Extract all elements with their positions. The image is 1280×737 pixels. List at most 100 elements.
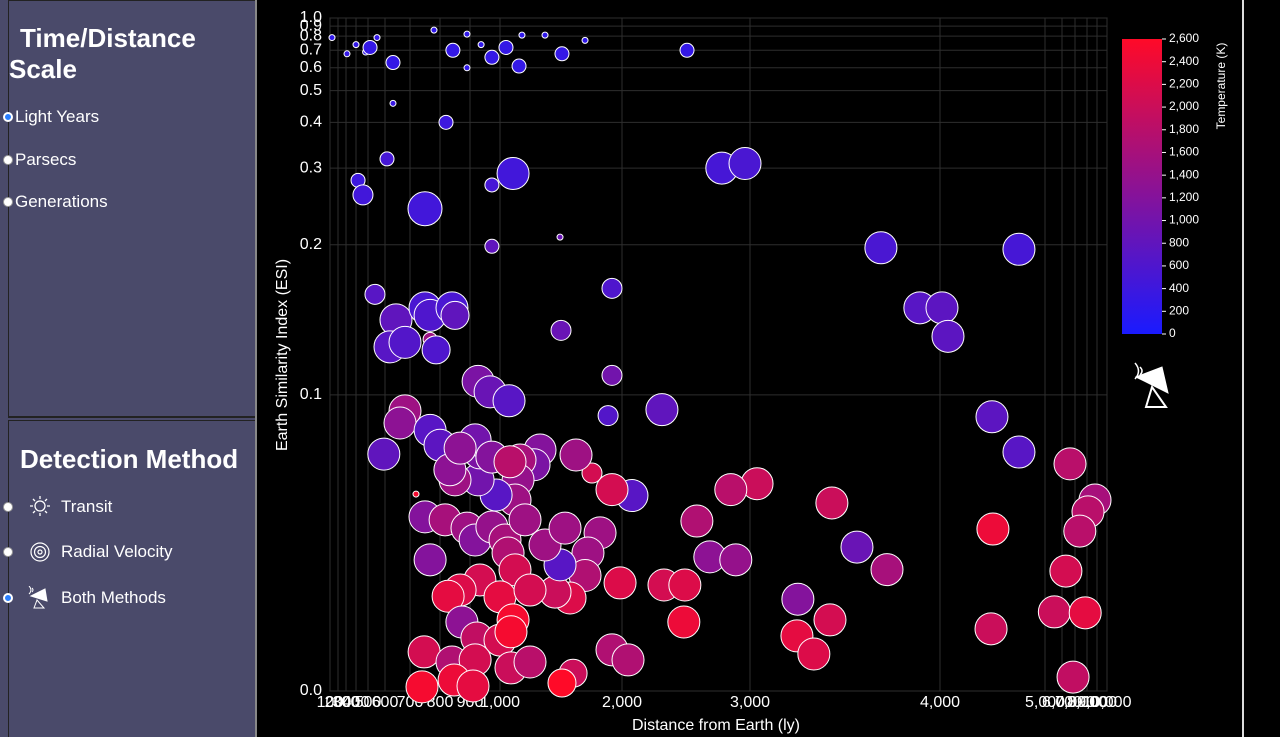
planet-point [475, 440, 509, 474]
planet-point [498, 483, 532, 517]
detection-option[interactable]: Radial Velocity [3, 540, 173, 564]
planet-point [554, 46, 570, 62]
planet-point [864, 231, 898, 265]
colorbar-tick-label: 800 [1169, 235, 1189, 249]
radio[interactable] [3, 112, 13, 122]
x-tick-label: 4,000 [920, 694, 960, 711]
option-label[interactable]: Radial Velocity [61, 542, 173, 561]
radio[interactable] [3, 547, 13, 557]
planet-point [407, 191, 443, 227]
planet-point [680, 504, 714, 538]
x-tick-label: 200 [325, 694, 352, 711]
scale-option[interactable]: Parsecs [3, 150, 76, 170]
planet-point [484, 177, 500, 193]
radio[interactable] [3, 593, 13, 603]
option-label[interactable]: Both Methods [61, 588, 166, 607]
planet-point [797, 637, 831, 671]
colorbar-tick-label: 1,000 [1169, 213, 1199, 227]
option-label[interactable]: Light Years [15, 107, 100, 126]
planet-point [479, 478, 513, 512]
planet-point [450, 511, 484, 545]
option-label[interactable]: Transit [61, 497, 113, 516]
scale-option[interactable]: Generations [3, 192, 108, 212]
planet-point [362, 48, 370, 56]
colorbar-tick-label: 2,600 [1169, 31, 1199, 45]
planet-point [491, 536, 525, 570]
planet-point [679, 42, 695, 58]
planet-point [647, 568, 681, 602]
detection-option[interactable]: Both Methods [3, 586, 166, 610]
x-tick-label: 800 [427, 694, 454, 711]
scale-panel: Time/Distance Scale Light Years Parsecs … [3, 0, 255, 418]
colorbar-tick-label: 400 [1169, 281, 1189, 295]
planet-point [581, 462, 603, 484]
planet-point [781, 582, 815, 616]
planet-point [405, 670, 439, 704]
planet-point [458, 643, 492, 677]
planet-point [601, 364, 623, 386]
planet-point [728, 147, 762, 181]
planet-point [1063, 514, 1097, 548]
planet-point [498, 39, 514, 55]
y-tick-label: 0.8 [300, 27, 322, 44]
planet-point [435, 645, 469, 679]
planet-point [362, 39, 378, 55]
x-tick-label: 100 [317, 694, 344, 711]
x-axis-label: Distance from Earth (ly) [632, 717, 800, 734]
option-label[interactable]: Generations [15, 192, 108, 211]
radio[interactable] [3, 197, 13, 207]
colorbar-label: Temperature (K) [1214, 43, 1228, 130]
y-tick-label: 0.4 [300, 114, 322, 131]
planet-point [352, 184, 374, 206]
planet-point [925, 291, 959, 325]
colorbar-tick-label: 1,400 [1169, 167, 1199, 181]
x-tick-label: 9,000 [1077, 694, 1117, 711]
radio[interactable] [3, 155, 13, 165]
planet-point [473, 375, 507, 409]
planet-point [1078, 483, 1112, 517]
planet-point [903, 291, 937, 325]
planet-point [430, 26, 438, 34]
planet-point [547, 668, 577, 698]
planet-point [1068, 596, 1102, 630]
planet-point [383, 406, 417, 440]
scale-option[interactable]: Light Years [3, 107, 99, 127]
planet-point [974, 612, 1008, 646]
planet-point [493, 445, 527, 479]
planet-point [488, 523, 522, 557]
x-tick-label: 1,000 [480, 694, 520, 711]
option-label[interactable]: Parsecs [15, 150, 77, 169]
colorbar-tick-label: 1,800 [1169, 122, 1199, 136]
x-tick-label: 400 [343, 694, 370, 711]
radio[interactable] [3, 502, 13, 512]
planet-point [389, 99, 397, 107]
detection-option[interactable]: Transit [3, 495, 112, 519]
y-tick-label: 0.6 [300, 59, 322, 76]
planet-point [975, 400, 1009, 434]
planet-point [373, 330, 407, 364]
planet-point [705, 151, 739, 185]
planet-point [1037, 595, 1071, 629]
colorbar-tick-label: 2,400 [1169, 54, 1199, 68]
detection-panel: Detection Method Transit Radial Velocity… [3, 420, 255, 737]
planet-point [379, 151, 395, 167]
dish-icon [28, 586, 48, 609]
planet-point [559, 438, 593, 472]
x-tick-label: 900 [457, 694, 484, 711]
planet-point [440, 300, 470, 330]
y-tick-label: 0.0 [300, 682, 322, 699]
planet-point [364, 283, 386, 305]
sidebar: Time/Distance Scale Light Years Parsecs … [0, 0, 257, 737]
planet-point [458, 423, 492, 457]
planet-point [571, 536, 605, 570]
x-tick-label: 2,000 [602, 694, 642, 711]
planet-point [422, 331, 438, 347]
planet-point [463, 436, 497, 470]
planet-point [421, 335, 451, 365]
planet-point [517, 448, 551, 482]
colorbar-tick-label: 0 [1169, 326, 1176, 340]
planet-point [494, 651, 528, 685]
planet-point [350, 172, 366, 188]
planet-point [445, 42, 461, 58]
planet-point [511, 58, 527, 74]
